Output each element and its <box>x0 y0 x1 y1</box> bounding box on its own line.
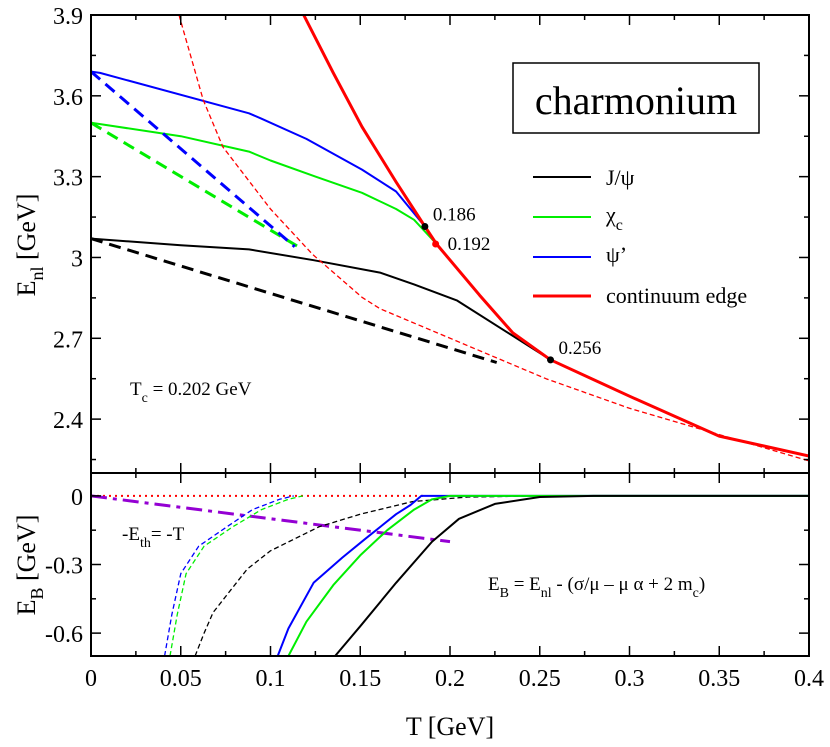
series-line-c <box>91 121 438 245</box>
y-tick-label: 2.4 <box>53 408 83 434</box>
series-line-solid-7 <box>334 494 809 656</box>
y-tick-label: 3.9 <box>53 4 83 30</box>
top-panel: 0.186 0.192 0.256 3.9 3.6 3.3 3 2.7 2.4 <box>53 4 810 474</box>
series-line-dashed-5 <box>91 237 498 364</box>
series-line-dashed-7 <box>91 70 296 248</box>
eb-formula-annotation: EB = Enl - (σ/μ – μ α + 2 mc) <box>488 574 705 601</box>
y-tick-label: 0 <box>71 485 83 511</box>
series-line-dashed-thin-2 <box>163 495 294 656</box>
marker-label: 0.256 <box>559 338 602 359</box>
bottom-panel: 0-0.3-0.60 0.05 0.1 0.15 0.2 0.25 0.3 0.35 0.4 <box>45 472 824 692</box>
x-tick-label: 0.15 <box>339 666 381 692</box>
y-tick-label: 3 <box>71 246 83 272</box>
title-box <box>512 62 760 134</box>
legend-label-chic: χc <box>605 202 623 234</box>
legend-label-continuum-edge: continuum edge <box>606 283 747 308</box>
marker-point <box>421 222 429 230</box>
series-group <box>91 494 809 656</box>
chart-title: charmonium <box>535 78 737 123</box>
series-line-solid-5 <box>276 494 809 656</box>
series-group <box>91 15 809 462</box>
y-tick-label: 3.3 <box>53 166 83 192</box>
y-tick-label: -0.6 <box>45 622 83 648</box>
legend-label-psiprime: ψ’ <box>606 242 627 267</box>
marker-point <box>547 356 555 364</box>
marker-point <box>432 240 440 248</box>
x-tick-label: 0.2 <box>435 666 465 692</box>
eth-annotation: -Eth= -T <box>122 524 185 551</box>
y-axis-label-top: Enl [GeV] <box>12 194 47 297</box>
y-tick-label: 3.6 <box>53 85 83 111</box>
series-line-j <box>91 237 552 361</box>
series-line-dashdot-1 <box>91 494 451 544</box>
x-tick-label: 0 <box>85 666 97 692</box>
x-axis-label: T [GeV] <box>406 712 494 741</box>
marker-label: 0.192 <box>448 234 491 255</box>
x-tick-label: 0.25 <box>519 666 561 692</box>
x-tick-label: 0.1 <box>256 666 286 692</box>
x-tick-label: 0.3 <box>615 666 645 692</box>
x-tick-label: 0.05 <box>160 666 202 692</box>
series-line-continuumedge <box>302 15 809 458</box>
x-tick-label: 0.35 <box>698 666 740 692</box>
plot-frame <box>90 472 810 657</box>
series-line-solid-6 <box>287 494 809 656</box>
y-tick-label: 2.7 <box>53 327 83 353</box>
series-line-dashed-6 <box>91 121 304 251</box>
y-tick-label: -0.3 <box>45 554 83 580</box>
legend: J/ψ χc ψ’ continuum edge <box>533 165 747 308</box>
series-line-dashed-thin-4 <box>194 495 809 656</box>
series-line-dashed-thin-3 <box>169 495 303 656</box>
series-line-dashed-thin-4 <box>178 15 809 462</box>
legend-label-jpsi: J/ψ <box>606 165 635 190</box>
y-axis-label-bottom: EB [GeV] <box>12 515 47 616</box>
tc-annotation: Tc = 0.202 GeV <box>130 379 252 406</box>
marker-label: 0.186 <box>433 204 476 225</box>
x-tick-label: 0.4 <box>794 666 824 692</box>
series-line-curve <box>91 70 426 228</box>
